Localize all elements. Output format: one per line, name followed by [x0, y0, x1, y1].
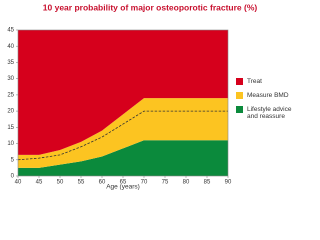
y-tick-label: 15: [7, 125, 14, 131]
legend: Treat Measure BMD Lifestyle advice and rea…: [236, 78, 298, 127]
x-tick-label: 75: [162, 180, 169, 186]
chart: 10 year probability of major osteoporoti…: [7, 2, 258, 191]
legend-label: Measure BMD: [247, 92, 289, 99]
y-tick-label: 35: [7, 60, 14, 66]
x-axis-label: Age (years): [106, 184, 140, 191]
y-tick-label: 0: [11, 174, 15, 180]
x-tick-label: 85: [204, 180, 211, 186]
legend-swatch: [236, 106, 243, 113]
legend-item: Measure BMD: [236, 92, 298, 99]
area: [18, 140, 228, 176]
y-tick-label: 30: [7, 76, 14, 82]
threshold-line: [17, 110, 228, 161]
legend-label: Treat: [247, 78, 262, 85]
page: 10 year probability of major osteoporoti…: [7, 2, 298, 191]
y-tick-label: 25: [7, 92, 14, 98]
legend-item: Lifestyle advice and reassure: [236, 106, 298, 120]
x-tick-label: 45: [36, 180, 43, 186]
y-tick-label: 20: [7, 109, 14, 115]
x-tick-label: 65: [120, 180, 127, 186]
legend-swatch: [236, 78, 243, 85]
x-tick-label: 55: [78, 180, 85, 186]
x-tick-label: 80: [183, 180, 190, 186]
y-tick-label: 40: [7, 44, 14, 50]
x-tick-label: 60: [99, 180, 106, 186]
area: [18, 30, 228, 155]
legend-item: Treat: [236, 78, 298, 85]
legend-swatch: [236, 92, 243, 99]
x-tick-label: 90: [225, 180, 232, 186]
y-tick-label: 5: [11, 157, 15, 163]
x-tick-label: 50: [57, 180, 64, 186]
x-tick-label: 70: [141, 180, 148, 186]
x-tick-label: 40: [15, 180, 22, 186]
y-tick-label: 10: [7, 141, 14, 147]
chart-title: 10 year probability of major osteoporoti…: [43, 2, 258, 12]
y-tick-label: 45: [7, 28, 14, 34]
legend-label: Lifestyle advice and reassure: [247, 106, 292, 120]
